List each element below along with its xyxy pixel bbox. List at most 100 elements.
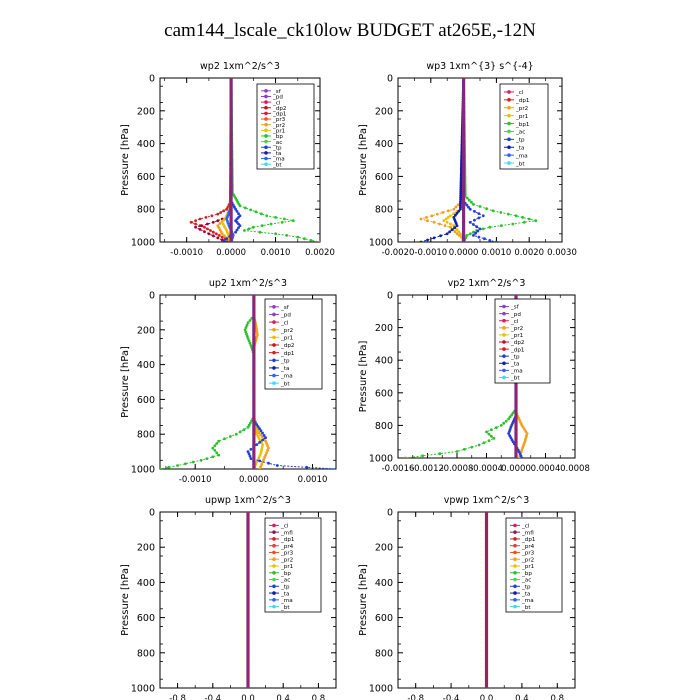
series-point [478, 227, 482, 231]
series-point [459, 182, 463, 186]
legend-entry: _pr1 [280, 564, 294, 570]
legend-entry: _ac [272, 140, 282, 146]
series-point [265, 214, 269, 218]
series-point [249, 457, 253, 460]
x-tick-label: 0.0020 [305, 248, 335, 258]
x-tick-label: -0.8 [169, 694, 186, 700]
y-tick-label: 800 [137, 205, 155, 216]
legend-swatch-marker [272, 305, 276, 309]
legend-swatch-marker [502, 333, 506, 337]
series-point [443, 224, 447, 228]
series-point [525, 432, 529, 435]
series-point [191, 460, 195, 464]
legend-swatch-marker [272, 358, 276, 363]
legend-swatch-marker [264, 162, 268, 166]
series-point [216, 236, 220, 240]
legend-entry: _ma [272, 157, 285, 163]
series-point [441, 211, 445, 214]
series-point [259, 465, 263, 469]
legend-entry: _pr3 [272, 117, 286, 123]
series-point [444, 217, 448, 221]
series-point [238, 224, 242, 228]
x-tick-label: 0.0010 [261, 248, 291, 258]
panel-1: wp2 1xm^2/s^3 0 200 400 600 800 1000 Pressure [… [120, 61, 335, 258]
x-tick-label: 0.0 [241, 694, 255, 700]
y-tick-label: 400 [375, 356, 393, 367]
legend-swatch-marker [272, 373, 276, 378]
panel-title: upwp 1xm^2/s^3 [205, 495, 291, 506]
series-point [465, 234, 469, 237]
series-point [214, 232, 218, 236]
series-point [264, 439, 267, 443]
series-point [473, 218, 476, 222]
legend-entry: _pr3 [280, 551, 294, 557]
series-point [237, 226, 240, 230]
legend-swatch-marker [272, 564, 276, 568]
legend-swatch-marker [264, 100, 268, 104]
series-point [264, 453, 267, 457]
y-tick-label: 1000 [131, 465, 155, 476]
series-point [257, 437, 261, 440]
legend-swatch-marker [502, 361, 506, 366]
series-point [261, 460, 265, 464]
series-point [527, 217, 531, 221]
x-tick-label: 0.0000 [216, 248, 246, 258]
y-tick-label: 800 [375, 648, 393, 659]
series-point [521, 426, 525, 429]
series-group [160, 295, 336, 469]
series-point [446, 216, 450, 219]
y-tick-label: 600 [137, 172, 155, 183]
series-point [453, 230, 457, 234]
series-point [507, 212, 510, 216]
legend-entry: _cl [280, 524, 289, 530]
x-tick-label: -0.0016 [382, 464, 415, 474]
legend-entry: _pr4 [280, 544, 294, 550]
series-point [238, 430, 242, 434]
legend-swatch-marker [513, 570, 517, 575]
legend-entry: _bp [280, 571, 291, 577]
series-point [235, 210, 239, 213]
series-group [246, 512, 250, 688]
series-point [280, 220, 284, 224]
legend-swatch-marker [502, 375, 506, 380]
series-point [242, 428, 246, 431]
series-point [450, 228, 454, 232]
series-point [454, 222, 458, 225]
series-point [459, 201, 462, 205]
series-point [446, 209, 450, 213]
y-tick-label: 1000 [369, 454, 393, 465]
plot-frame [159, 294, 337, 470]
series-point [518, 452, 522, 456]
series-point [488, 239, 492, 242]
series-point [194, 225, 198, 229]
figure-title: cam144_lscale_ck10low BUDGET at265E,-12N [164, 20, 536, 41]
series-point [258, 440, 262, 444]
series-point [243, 206, 247, 210]
series-point [237, 212, 240, 216]
legend-swatch-marker [264, 134, 268, 138]
series-point [217, 453, 221, 457]
panel-title: up2 1xm^2/s^3 [209, 278, 287, 289]
legend-swatch-marker [502, 326, 506, 330]
series-point [455, 232, 459, 236]
legend-swatch-marker [272, 335, 276, 340]
series-point [220, 238, 224, 242]
legend-entry: _sf [272, 89, 282, 95]
legend-swatch-marker [502, 347, 506, 351]
legend-entry: _dp1 [280, 351, 295, 357]
legend-entry: _bt [272, 162, 282, 168]
series-point [234, 230, 238, 234]
legend-entry: _bp [521, 571, 532, 577]
series-point [465, 203, 469, 207]
series-point [210, 214, 214, 218]
series-point [459, 178, 463, 182]
series-point [456, 203, 460, 207]
panel-5: upwp 1xm^2/s^3 0 200 400 600 800 1000 Pressure … [120, 495, 337, 700]
series-point [246, 425, 250, 429]
series-point [482, 441, 486, 445]
series-point [509, 426, 513, 429]
y-tick-label: 600 [137, 613, 155, 624]
series-point [475, 225, 479, 229]
series-point [507, 417, 510, 421]
legend-entry: _pr2 [515, 106, 528, 112]
